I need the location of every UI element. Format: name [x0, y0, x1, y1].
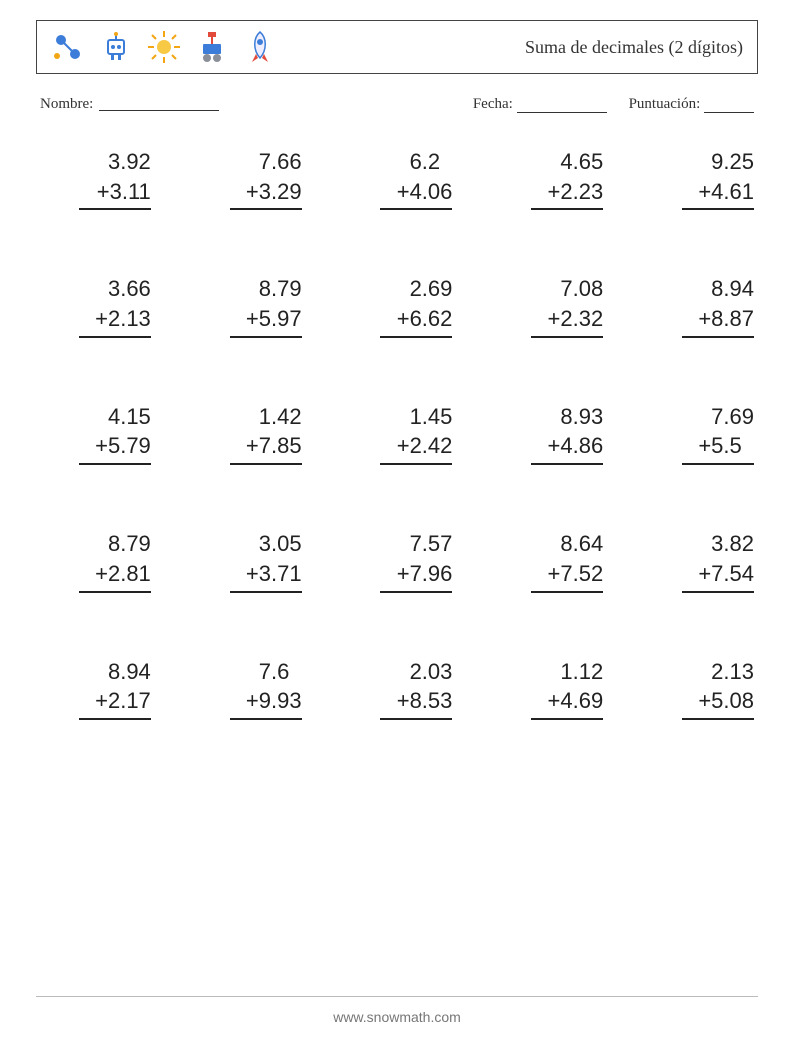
problem: 2.69+6.62: [342, 274, 453, 337]
problem: 6.2 +4.06: [342, 147, 453, 210]
operand-bottom: +2.42: [380, 431, 452, 465]
meta-row: Nombre: Fecha: Puntuación:: [40, 96, 754, 113]
operand-top: 9.25: [682, 147, 754, 177]
operand-bottom: +2.17: [79, 686, 151, 720]
problem: 4.65+2.23: [492, 147, 603, 210]
operand-top: 8.93: [531, 402, 603, 432]
meta-score: Puntuación:: [629, 96, 754, 113]
date-blank[interactable]: [517, 98, 607, 113]
problem-grid: 3.92+3.11 7.66+3.29 6.2 +4.06 4.65+2.23 9.25…: [40, 147, 754, 720]
problem: 3.92+3.11: [40, 147, 151, 210]
operand-top: 6.2: [380, 147, 452, 177]
operand-top: 1.45: [380, 402, 452, 432]
operand-top: 1.12: [531, 657, 603, 687]
rocket-icon: [243, 30, 277, 64]
operand-bottom: +5.97: [230, 304, 302, 338]
operand-bottom: +3.11: [79, 177, 151, 211]
footer-rule: [36, 996, 758, 997]
problem: 8.94+8.87: [643, 274, 754, 337]
robot-icon: [99, 30, 133, 64]
operand-bottom: +4.06: [380, 177, 452, 211]
operand-bottom: +5.08: [682, 686, 754, 720]
operand-bottom: +2.23: [531, 177, 603, 211]
problem: 7.66+3.29: [191, 147, 302, 210]
problem: 1.12+4.69: [492, 657, 603, 720]
problem: 8.94+2.17: [40, 657, 151, 720]
operand-bottom: +3.71: [230, 559, 302, 593]
operand-top: 3.66: [79, 274, 151, 304]
operand-bottom: +4.86: [531, 431, 603, 465]
operand-bottom: +2.13: [79, 304, 151, 338]
score-label: Puntuación:: [629, 96, 701, 112]
operand-top: 4.15: [79, 402, 151, 432]
operand-bottom: +5.5: [682, 431, 754, 465]
problem: 4.15+5.79: [40, 402, 151, 465]
operand-bottom: +2.32: [531, 304, 603, 338]
operand-top: 1.42: [230, 402, 302, 432]
operand-bottom: +3.29: [230, 177, 302, 211]
operand-top: 2.03: [380, 657, 452, 687]
meta-name: Nombre:: [40, 96, 219, 113]
operand-top: 7.69: [682, 402, 754, 432]
problem: 2.13+5.08: [643, 657, 754, 720]
operand-top: 8.79: [79, 529, 151, 559]
name-blank[interactable]: [99, 96, 219, 111]
operand-bottom: +4.61: [682, 177, 754, 211]
problem: 3.05+3.71: [191, 529, 302, 592]
operand-bottom: +8.87: [682, 304, 754, 338]
operand-top: 4.65: [531, 147, 603, 177]
date-label: Fecha:: [473, 96, 513, 112]
problem: 3.66+2.13: [40, 274, 151, 337]
satellite-icon: [51, 30, 85, 64]
worksheet-title: Suma de decimales (2 dígitos): [525, 37, 743, 58]
operand-bottom: +8.53: [380, 686, 452, 720]
operand-bottom: +2.81: [79, 559, 151, 593]
operand-top: 3.92: [79, 147, 151, 177]
problem: 7.69+5.5: [643, 402, 754, 465]
operand-bottom: +7.85: [230, 431, 302, 465]
operand-bottom: +6.62: [380, 304, 452, 338]
operand-top: 3.05: [230, 529, 302, 559]
problem: 7.57+7.96: [342, 529, 453, 592]
operand-top: 7.57: [380, 529, 452, 559]
operand-top: 8.94: [682, 274, 754, 304]
footer-text: www.snowmath.com: [0, 1009, 794, 1025]
meta-date: Fecha:: [473, 96, 607, 113]
problem: 9.25+4.61: [643, 147, 754, 210]
score-blank[interactable]: [704, 98, 754, 113]
problem: 3.82+7.54: [643, 529, 754, 592]
operand-bottom: +5.79: [79, 431, 151, 465]
header-icons: [51, 30, 277, 64]
operand-bottom: +4.69: [531, 686, 603, 720]
problem: 7.08+2.32: [492, 274, 603, 337]
operand-top: 8.64: [531, 529, 603, 559]
header-bar: Suma de decimales (2 dígitos): [36, 20, 758, 74]
rover-icon: [195, 30, 229, 64]
problem: 1.45+2.42: [342, 402, 453, 465]
problem: 7.6 +9.93: [191, 657, 302, 720]
operand-bottom: +7.52: [531, 559, 603, 593]
sun-icon: [147, 30, 181, 64]
operand-top: 8.79: [230, 274, 302, 304]
name-label: Nombre:: [40, 96, 93, 113]
operand-top: 7.6: [230, 657, 302, 687]
operand-top: 7.66: [230, 147, 302, 177]
operand-top: 2.69: [380, 274, 452, 304]
problem: 8.79+2.81: [40, 529, 151, 592]
problem: 2.03+8.53: [342, 657, 453, 720]
problem: 8.93+4.86: [492, 402, 603, 465]
operand-top: 8.94: [79, 657, 151, 687]
worksheet-page: { "header": { "title": "Suma de decimale…: [0, 0, 794, 1053]
operand-top: 7.08: [531, 274, 603, 304]
operand-bottom: +7.54: [682, 559, 754, 593]
problem: 8.64+7.52: [492, 529, 603, 592]
operand-top: 2.13: [682, 657, 754, 687]
problem: 1.42+7.85: [191, 402, 302, 465]
operand-top: 3.82: [682, 529, 754, 559]
operand-bottom: +7.96: [380, 559, 452, 593]
operand-bottom: +9.93: [230, 686, 302, 720]
problem: 8.79+5.97: [191, 274, 302, 337]
